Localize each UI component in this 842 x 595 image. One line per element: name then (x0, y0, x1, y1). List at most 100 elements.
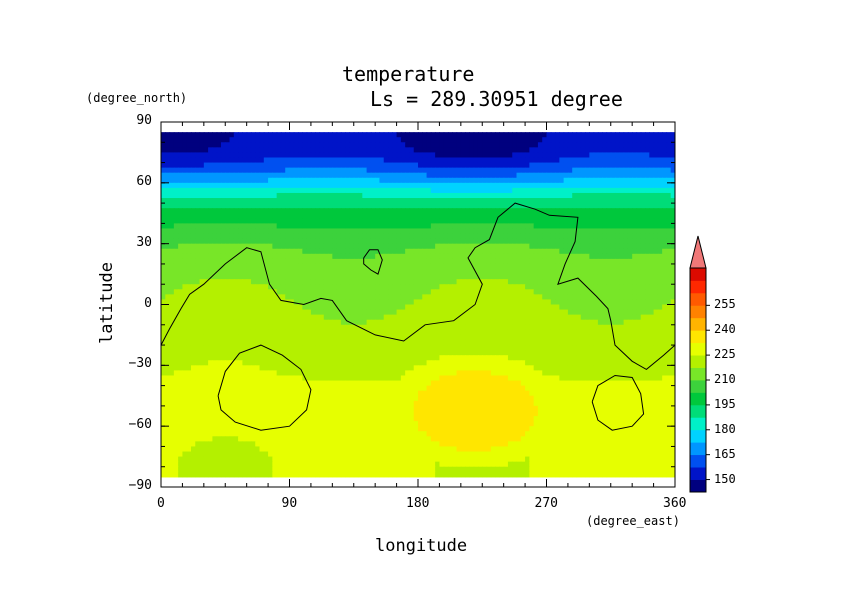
heat-cell (469, 157, 475, 164)
heat-cell (653, 147, 659, 154)
heat-cell (272, 157, 278, 164)
heat-cell (238, 167, 243, 174)
heat-cell (289, 167, 295, 174)
heat-cell (229, 233, 235, 240)
heat-cell (452, 324, 458, 331)
heat-cell (310, 258, 316, 265)
heat-cell (383, 284, 389, 290)
heat-cell (212, 132, 218, 138)
heat-cell (495, 294, 500, 301)
heat-cell (383, 274, 389, 280)
heat-cell (293, 253, 299, 260)
heat-cell (302, 132, 308, 138)
heat-cell (430, 213, 436, 219)
heat-cell (328, 243, 333, 250)
heat-cell (173, 213, 179, 219)
heat-cell (392, 182, 398, 189)
heat-cell (358, 182, 363, 189)
heat-cell (285, 228, 291, 235)
heat-cell (268, 137, 273, 143)
heat-cell (280, 147, 286, 154)
heat-cell (452, 172, 458, 179)
heat-cell (597, 284, 603, 290)
heat-cell (276, 182, 282, 189)
heat-cell (619, 253, 625, 260)
heat-cell (208, 203, 213, 209)
heat-cell (452, 177, 458, 184)
heat-cell (169, 263, 175, 270)
heat-cell (310, 203, 316, 209)
heat-cell (469, 167, 475, 174)
heat-cell (233, 198, 239, 204)
heat-cell (615, 137, 620, 143)
heat-cell (507, 172, 513, 179)
heat-cell (447, 324, 453, 331)
heat-cell (375, 299, 381, 306)
heat-cell (443, 289, 449, 295)
heat-cell (225, 208, 231, 214)
heat-cell (499, 213, 505, 219)
heat-cell (503, 198, 509, 204)
heat-cell (255, 147, 261, 154)
heat-cell (263, 243, 269, 250)
heat-cell (272, 334, 278, 341)
heat-cell (520, 294, 526, 301)
heat-cell (263, 147, 269, 154)
heat-cell (169, 339, 175, 346)
heat-cell (439, 284, 445, 290)
heat-cell (289, 294, 295, 301)
heat-cell (559, 274, 565, 280)
heat-cell (482, 279, 488, 285)
heat-cell (370, 324, 376, 331)
heat-cell (250, 213, 256, 219)
heat-cell (452, 299, 458, 306)
heat-cell (627, 233, 633, 240)
heat-cell (190, 162, 196, 169)
heat-cell (246, 304, 252, 311)
heat-cell (499, 147, 505, 154)
heat-cell (477, 304, 483, 311)
heat-cell (400, 319, 406, 326)
heat-cell (238, 263, 243, 270)
heat-cell (640, 132, 646, 138)
heat-cell (589, 223, 595, 230)
heat-cell (349, 213, 355, 219)
heat-cell (255, 192, 261, 199)
heat-cell (430, 258, 436, 265)
heat-cell (426, 228, 432, 235)
heat-cell (388, 243, 393, 250)
heat-cell (460, 238, 466, 245)
heat-cell (645, 182, 650, 189)
heat-cell (572, 203, 578, 209)
heat-cell (409, 152, 415, 159)
heat-cell (178, 162, 184, 169)
heat-cell (220, 319, 226, 326)
heat-cell (220, 233, 226, 240)
heat-cell (306, 294, 312, 301)
heat-cell (212, 299, 218, 306)
heat-cell (362, 304, 368, 311)
heat-cell (447, 319, 453, 326)
heat-cell (370, 238, 376, 245)
heat-cell (473, 324, 479, 331)
heat-cell (388, 324, 393, 331)
heat-cell (529, 162, 535, 169)
heat-cell (233, 142, 239, 148)
heat-cell (208, 228, 213, 235)
heat-cell (499, 157, 505, 164)
heat-cell (413, 228, 419, 235)
heat-cell (336, 314, 342, 321)
heat-cell (443, 152, 449, 159)
heat-cell (606, 162, 612, 169)
heat-cell (220, 213, 226, 219)
heat-cell (465, 228, 470, 235)
heat-cell (589, 294, 595, 301)
heat-cell (507, 324, 513, 331)
heat-cell (280, 339, 286, 346)
heat-cell (572, 309, 578, 316)
heat-cell (246, 152, 252, 159)
heat-cell (199, 324, 205, 331)
heat-cell (465, 309, 470, 316)
heat-cell (435, 284, 441, 290)
heat-cell (396, 213, 402, 219)
